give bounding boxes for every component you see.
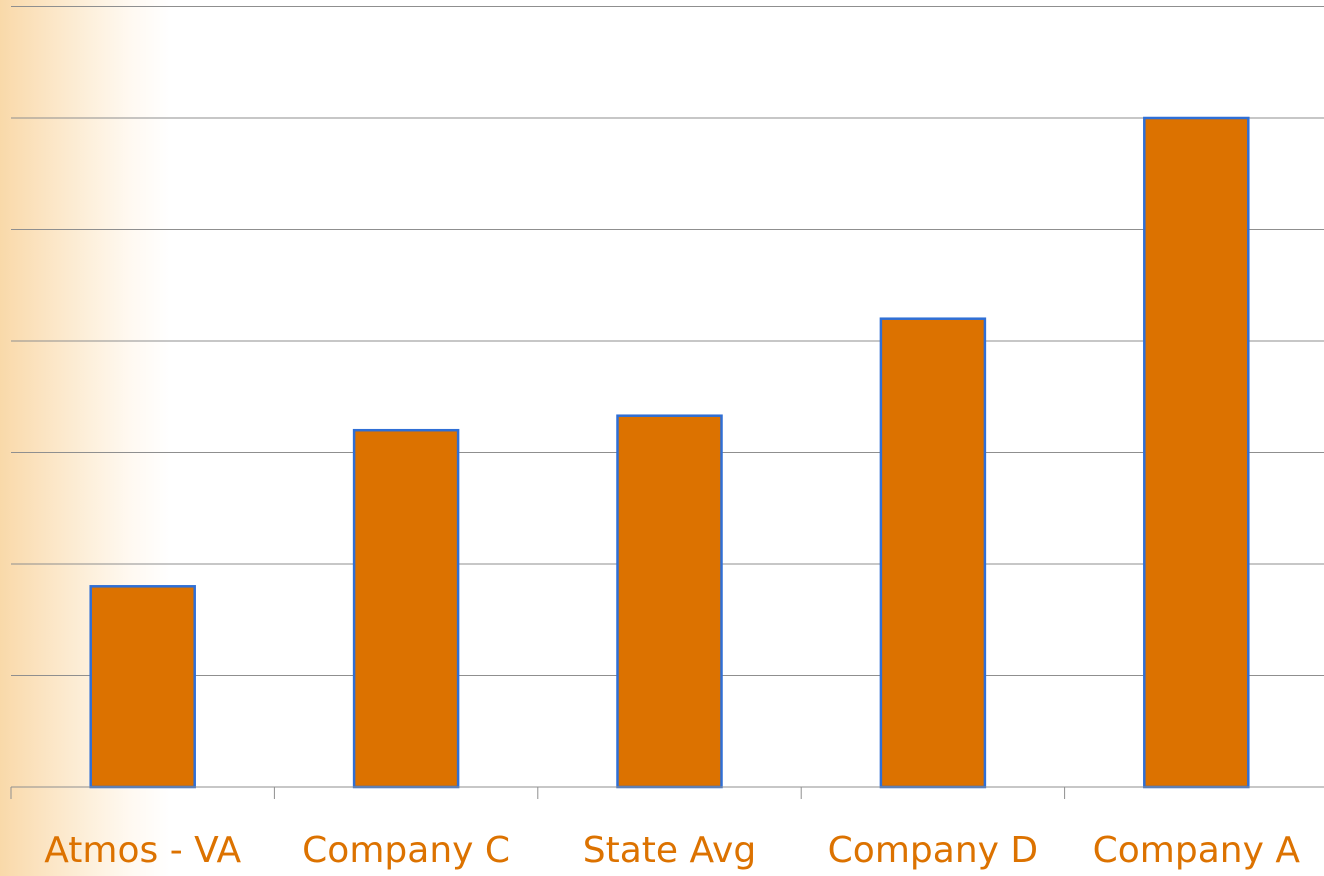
category-labels: Atmos - VA Company C State Avg Company D Com… [44,830,1300,871]
bar-state-avg [616,414,723,789]
x-tick-label: Company D [828,830,1038,871]
bar-company-d [879,317,987,789]
bar-atmos-va [89,585,196,789]
x-tick-label: Company C [302,830,510,871]
bar-company-a [1143,116,1250,789]
x-tick-label: State Avg [583,830,756,871]
bars [89,116,1250,789]
x-tick-label: Atmos - VA [44,830,241,871]
bar-company-c [352,428,460,789]
x-tick-label: Company A [1093,830,1301,871]
x-axis [10,786,1324,799]
